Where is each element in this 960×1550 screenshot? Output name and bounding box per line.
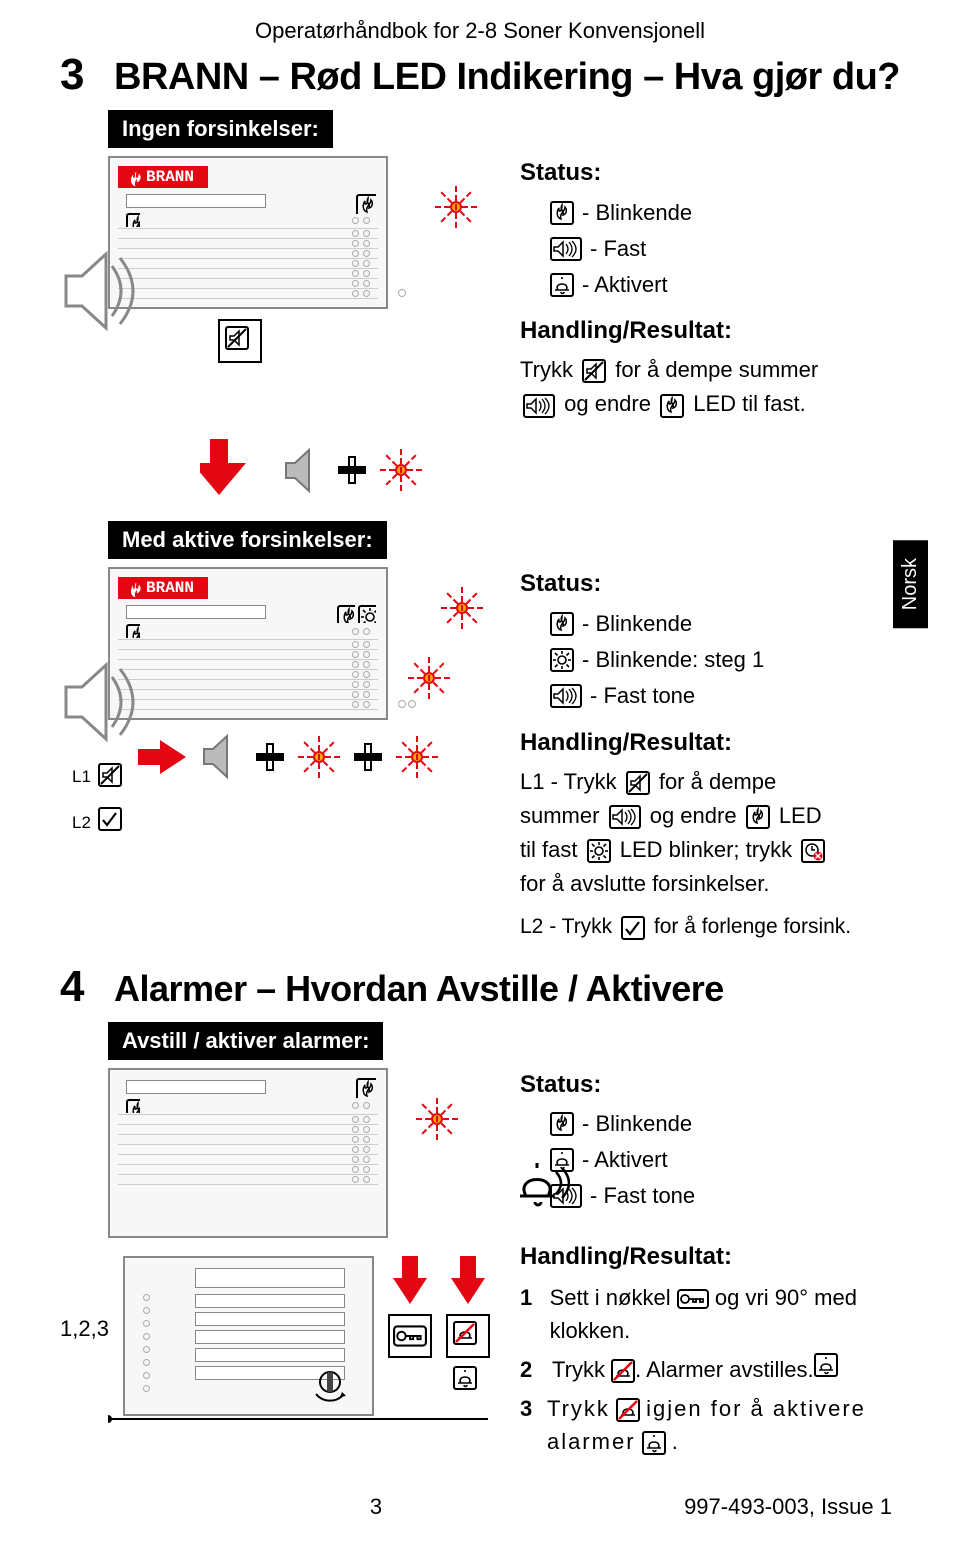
bell-x-button-icon <box>446 1314 490 1358</box>
handling-text: L2 - Trykk for å forlenge forsink. <box>520 911 900 944</box>
speaker-icon <box>58 657 148 747</box>
mute-icon <box>98 763 128 793</box>
gear-icon <box>587 839 611 863</box>
plus-icon <box>254 741 286 773</box>
status-label: Status: <box>520 1068 900 1103</box>
bell-icon <box>550 273 574 297</box>
check-icon <box>621 916 645 940</box>
brann-label: BRANN <box>146 168 194 186</box>
starburst-icon <box>441 587 483 629</box>
key-button-icon <box>388 1314 432 1358</box>
status-text: - Blinkende: steg 1 <box>582 644 764 676</box>
brann-label: BRANN <box>146 579 194 597</box>
bell-icon <box>814 1353 838 1377</box>
panel-illustration-4 <box>123 1256 374 1416</box>
arrow-right-icon <box>138 740 188 774</box>
sub1-label: Ingen forsinkelser: <box>108 110 333 148</box>
fire-icon <box>550 612 574 636</box>
status-text: - Aktivert <box>582 1144 668 1176</box>
speaker-sound-icon <box>609 805 641 829</box>
section-3-title: BRANN – Rød LED Indikering – Hva gjør du… <box>114 56 900 99</box>
starburst-icon <box>298 736 340 778</box>
status-text: - Blinkende <box>582 1108 692 1140</box>
doc-id: 997-493-003, Issue 1 <box>684 1494 892 1520</box>
status-text: - Fast tone <box>590 680 695 712</box>
starburst-icon <box>416 1098 458 1140</box>
arrow-down-icon <box>451 1256 485 1306</box>
key-icon <box>677 1289 709 1309</box>
sub2-label: Med aktive forsinkelser: <box>108 521 387 559</box>
fire-icon <box>746 805 770 829</box>
arrow-down-icon <box>393 1256 427 1306</box>
panel-illustration-2: BRANN <box>108 567 388 720</box>
handling-text: Trykk for å dempe summer og endre LED ti… <box>520 353 900 421</box>
plus-icon <box>352 741 384 773</box>
step-1: 1Sett i nøkkel og vri 90° med klokken. <box>520 1281 900 1347</box>
status-text: - Fast tone <box>590 1180 695 1212</box>
bell-x-icon <box>611 1359 635 1383</box>
l1-label: L1 <box>72 767 91 787</box>
section-4-num: 4 <box>60 962 100 1012</box>
bell-icon <box>642 1431 666 1455</box>
page-number: 3 <box>370 1494 382 1520</box>
grey-speaker-icon <box>200 734 242 779</box>
speaker-sound-icon <box>523 394 555 418</box>
fire-icon <box>660 394 684 418</box>
gear-icon <box>550 648 574 672</box>
grey-speaker-icon <box>282 448 324 493</box>
plus-icon <box>336 454 368 486</box>
status-text: - Fast <box>590 233 646 265</box>
arrow-down-right-icon <box>200 439 270 501</box>
status-text: - Blinkende <box>582 608 692 640</box>
section-4-title: Alarmer – Hvordan Avstille / Aktivere <box>114 968 724 1010</box>
speaker-sound-icon <box>550 684 582 708</box>
panel-illustration-3 <box>108 1068 388 1238</box>
status-text: - Aktivert <box>582 269 668 301</box>
step-2: 2Trykk . Alarmer avstilles. <box>520 1353 900 1386</box>
starburst-icon <box>380 449 422 491</box>
check-icon <box>98 807 128 837</box>
status-label: Status: <box>520 567 900 602</box>
bell-x-icon <box>616 1398 640 1422</box>
handling-label: Handling/Resultat: <box>520 726 900 761</box>
sub4-label: Avstill / aktiver alarmer: <box>108 1022 383 1060</box>
doc-title: Operatørhåndbok for 2-8 Soner Konvensjon… <box>60 18 900 44</box>
handling-label: Handling/Resultat: <box>520 1240 900 1275</box>
bell-sound-icon <box>510 1158 570 1208</box>
handling-text: L1 - Trykk for å dempe summer og endre L… <box>520 765 900 901</box>
status-text: - Blinkende <box>582 197 692 229</box>
handling-label: Handling/Resultat: <box>520 314 900 349</box>
clock-x-icon <box>801 839 825 863</box>
status-label: Status: <box>520 156 900 191</box>
starburst-icon <box>408 657 450 699</box>
steps-label: 1,2,3 <box>60 1316 109 1342</box>
mute-icon <box>626 771 650 795</box>
fire-icon <box>550 1112 574 1136</box>
step-3: 3Trykk igjen for å aktivere alarmer . <box>520 1392 900 1458</box>
key-rotate-icon <box>306 1358 354 1406</box>
bell-icon <box>453 1366 483 1396</box>
section-3-num: 3 <box>60 50 100 100</box>
starburst-icon <box>396 736 438 778</box>
starburst-icon <box>435 186 477 228</box>
mute-icon <box>582 359 606 383</box>
speaker-sound-icon <box>550 237 582 261</box>
speaker-icon <box>58 246 148 336</box>
l2-label: L2 <box>72 813 91 833</box>
language-tab: Norsk <box>893 540 928 628</box>
mute-button-icon <box>218 319 262 363</box>
panel-illustration-1: BRANN <box>108 156 388 309</box>
fire-icon <box>550 201 574 225</box>
